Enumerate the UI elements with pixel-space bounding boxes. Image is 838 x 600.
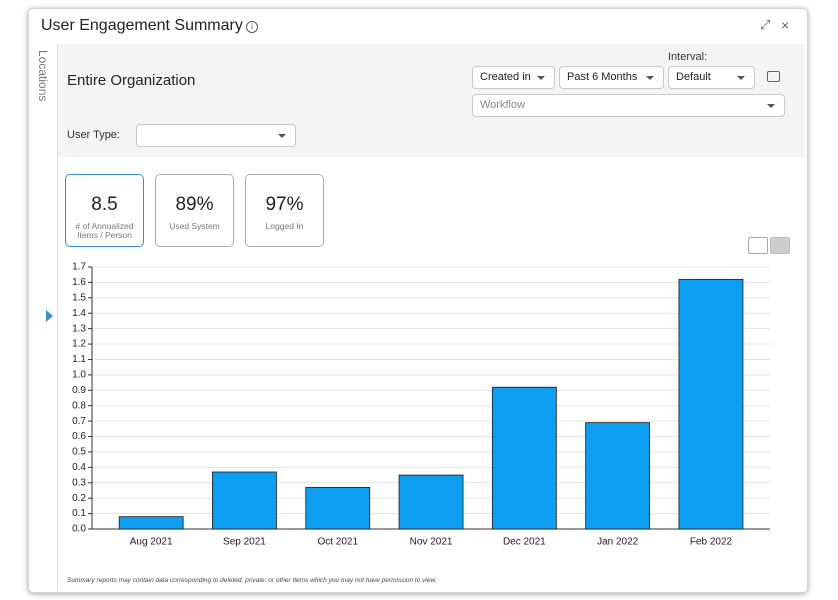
kpi-value: 89%	[175, 194, 214, 215]
y-tick-label: 0.3	[72, 477, 86, 488]
bar	[585, 422, 651, 530]
y-tick-label: 0.6	[72, 431, 86, 442]
footer-note: Summary reports may contain data corresp…	[67, 577, 437, 584]
bar	[678, 278, 744, 530]
x-tick-label: Jan 2022	[597, 537, 639, 548]
expand-button[interactable]: ⤢	[760, 17, 771, 32]
x-tick-label: Feb 2022	[690, 537, 733, 548]
sidebar-label[interactable]: Locations	[36, 50, 50, 102]
x-tick-label: Dec 2021	[503, 537, 546, 548]
kpi-label: Logged In	[265, 221, 304, 231]
kpi-label: # of Annualized Items / Person	[75, 221, 134, 240]
kpi-value: 97%	[265, 194, 304, 215]
close-button[interactable]: ×	[781, 17, 790, 33]
interval-dropdown[interactable]: Default	[668, 66, 755, 89]
bar	[305, 486, 371, 530]
bar	[212, 471, 277, 530]
y-tick-label: 0.9	[72, 385, 86, 396]
y-tick-label: 1.2	[72, 339, 86, 350]
y-tick-label: 1.5	[72, 292, 86, 303]
kpi-value: 8.5	[91, 194, 118, 215]
y-tick-label: 1.3	[72, 323, 86, 334]
x-tick-label: Oct 2021	[317, 537, 358, 548]
y-tick-label: 1.1	[72, 354, 86, 365]
scope-title: Entire Organization	[67, 72, 196, 89]
date-range-dropdown[interactable]: Past 6 Months	[559, 66, 664, 89]
user-type-label: User Type:	[67, 129, 120, 141]
kpi-label: Used System	[169, 221, 220, 231]
window-title: User Engagement Summary	[41, 17, 243, 34]
y-tick-label: 1.6	[72, 277, 86, 288]
y-tick-label: 0.8	[72, 400, 86, 411]
y-tick-label: 0.7	[72, 416, 86, 427]
y-tick-label: 1.0	[72, 370, 86, 381]
y-tick-label: 0.0	[72, 524, 86, 535]
kpi-card[interactable]: 89% Used System	[155, 174, 234, 247]
y-tick-label: 0.1	[72, 508, 86, 519]
x-tick-label: Aug 2021	[130, 537, 173, 548]
sidebar-toggle[interactable]	[46, 310, 53, 322]
kpi-card[interactable]: 97% Logged In	[245, 174, 324, 247]
y-tick-label: 0.5	[72, 447, 86, 458]
x-tick-label: Nov 2021	[410, 537, 453, 548]
y-tick-label: 1.7	[72, 262, 86, 273]
info-icon[interactable]: i	[246, 21, 258, 33]
view-toggle-grouped[interactable]	[748, 237, 768, 254]
user-type-dropdown[interactable]	[136, 124, 296, 147]
print-button[interactable]	[767, 71, 780, 82]
workflow-dropdown[interactable]: Workflow	[472, 94, 785, 117]
bar	[398, 474, 464, 530]
y-tick-label: 0.4	[72, 462, 86, 473]
date-field-dropdown[interactable]: Created in	[472, 66, 555, 89]
y-tick-label: 0.2	[72, 493, 86, 504]
interval-label: Interval:	[668, 51, 708, 63]
x-tick-label: Sep 2021	[223, 537, 266, 548]
view-toggle-individual[interactable]	[770, 237, 790, 254]
sidebar-border	[57, 44, 58, 591]
y-tick-label: 1.4	[72, 308, 86, 319]
kpi-card[interactable]: 8.5 # of Annualized Items / Person	[65, 174, 144, 247]
bar	[491, 386, 557, 530]
bar	[118, 516, 184, 530]
